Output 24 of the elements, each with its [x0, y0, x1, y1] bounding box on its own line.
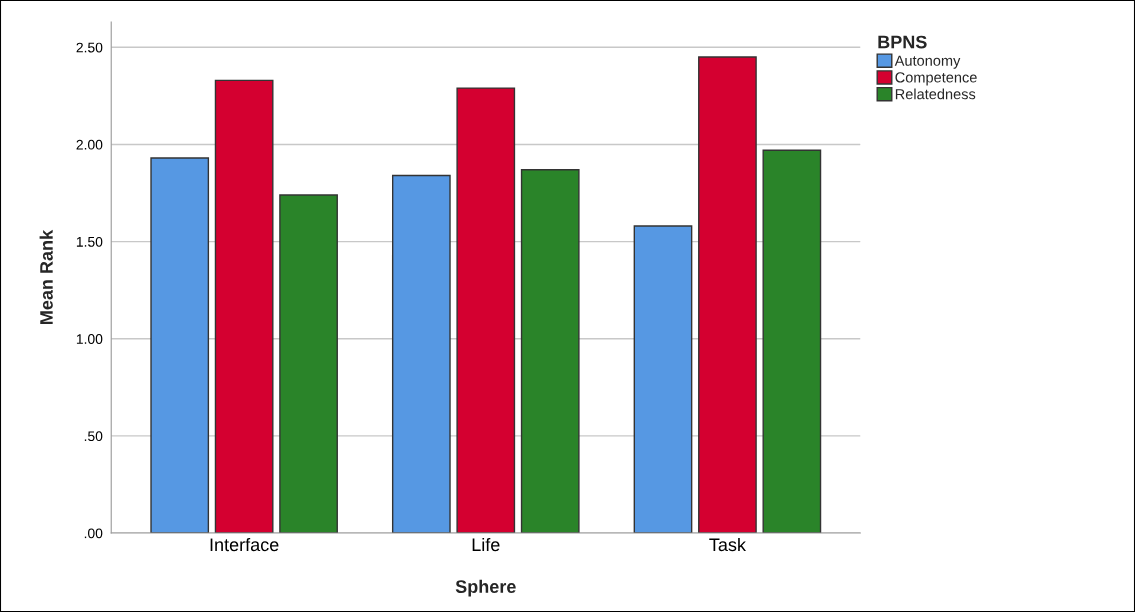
legend-label: Autonomy — [894, 55, 961, 69]
bar — [698, 56, 757, 534]
bar — [391, 174, 451, 534]
legend-label: Competence — [895, 72, 977, 86]
y-tick-label: .50 — [84, 431, 103, 442]
y-tick-label: 2.00 — [76, 139, 103, 150]
bar — [456, 87, 516, 534]
bar — [150, 157, 210, 534]
bar — [520, 169, 580, 534]
bar — [633, 225, 693, 534]
legend-title: BPNS — [878, 35, 927, 49]
y-axis-title: Mean Rank — [39, 229, 53, 324]
legend-label: Relatedness — [895, 88, 976, 100]
x-tick-label: Interface — [210, 537, 279, 552]
x-tick-label: Life — [472, 537, 500, 552]
x-tick-label: Task — [709, 537, 747, 552]
y-tick-label: 1.00 — [76, 334, 103, 344]
bar — [762, 149, 822, 534]
y-tick-label: 2.50 — [76, 42, 103, 53]
bar — [214, 79, 274, 534]
bar — [279, 194, 338, 534]
y-tick-label: .00 — [84, 528, 103, 539]
x-axis-title: Sphere — [455, 579, 516, 597]
y-tick-label: 1.50 — [76, 236, 103, 247]
